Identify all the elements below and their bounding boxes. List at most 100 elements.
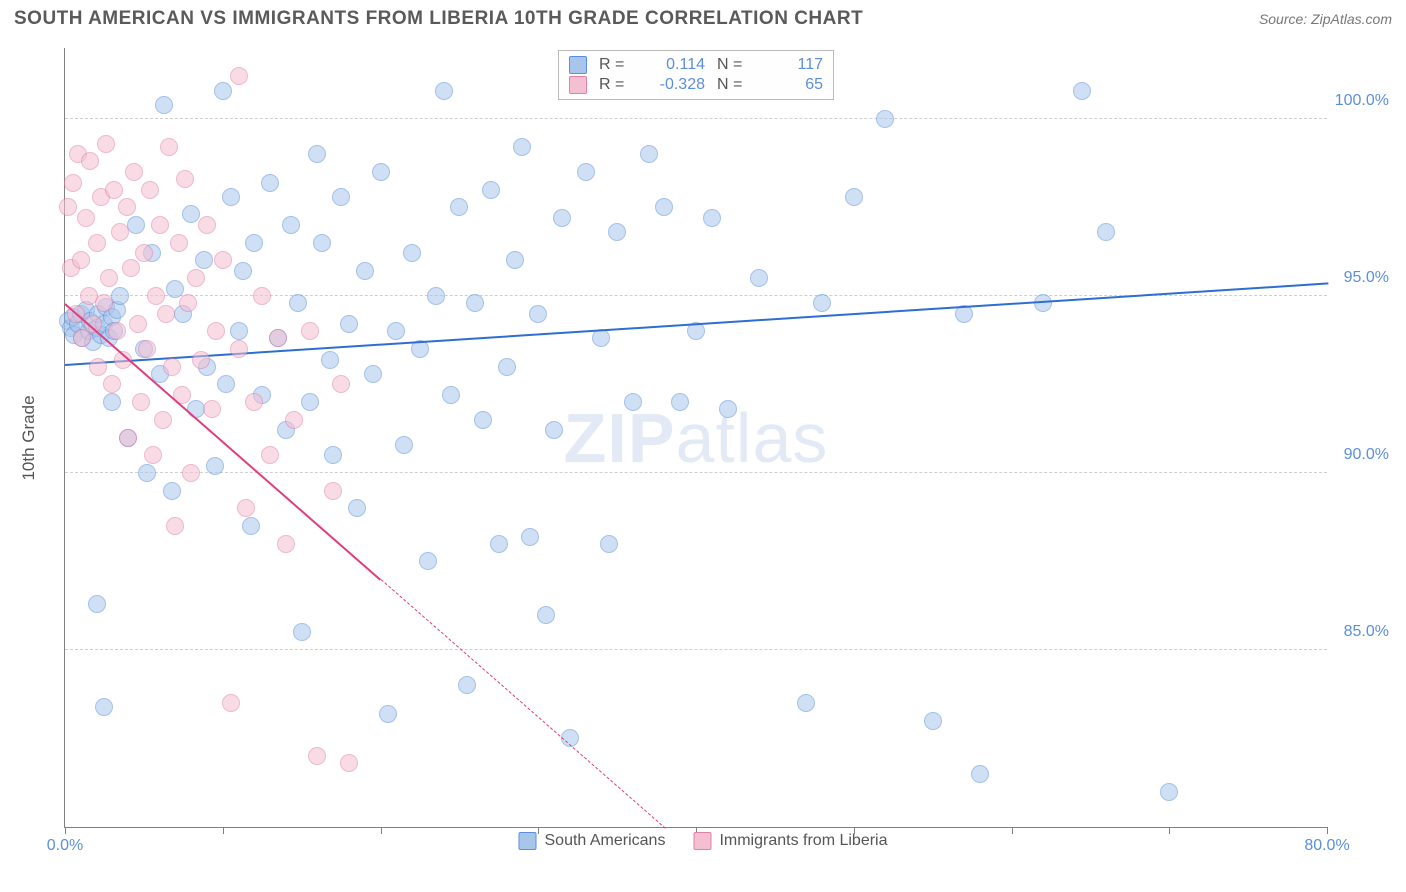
data-point: [506, 251, 524, 269]
data-point: [458, 676, 476, 694]
data-point: [222, 188, 240, 206]
data-point: [182, 205, 200, 223]
legend-n-label: N =: [717, 76, 751, 94]
y-tick-label: 85.0%: [1331, 623, 1389, 641]
data-point: [655, 198, 673, 216]
legend-series-name: South Americans: [545, 832, 666, 850]
gridline: [65, 649, 1327, 650]
data-point: [198, 216, 216, 234]
data-point: [553, 209, 571, 227]
y-tick-label: 95.0%: [1331, 269, 1389, 287]
data-point: [163, 482, 181, 500]
data-point: [214, 82, 232, 100]
data-point: [187, 269, 205, 287]
data-point: [372, 163, 390, 181]
data-point: [1073, 82, 1091, 100]
data-point: [845, 188, 863, 206]
legend-swatch: [569, 76, 587, 94]
watermark: ZIPatlas: [564, 398, 829, 478]
y-axis-label: 10th Grade: [19, 395, 39, 480]
trend-line: [380, 580, 665, 829]
data-point: [95, 294, 113, 312]
data-point: [59, 198, 77, 216]
data-point: [206, 457, 224, 475]
plot-area: 10th Grade ZIPatlas R =0.114N =117R =-0.…: [64, 48, 1327, 828]
data-point: [88, 234, 106, 252]
data-point: [671, 393, 689, 411]
x-tick-label: 0.0%: [47, 837, 83, 855]
legend-series-name: Immigrants from Liberia: [719, 832, 887, 850]
legend-item: South Americans: [519, 832, 666, 850]
watermark-bold: ZIP: [564, 399, 676, 477]
data-point: [521, 528, 539, 546]
data-point: [277, 535, 295, 553]
data-point: [450, 198, 468, 216]
data-point: [797, 694, 815, 712]
legend-r-value: -0.328: [645, 76, 705, 94]
data-point: [105, 181, 123, 199]
data-point: [482, 181, 500, 199]
data-point: [971, 765, 989, 783]
data-point: [170, 234, 188, 252]
data-point: [308, 747, 326, 765]
legend-swatch: [693, 832, 711, 850]
source-label: Source: ZipAtlas.com: [1259, 11, 1392, 27]
data-point: [103, 393, 121, 411]
data-point: [640, 145, 658, 163]
x-tick: [1327, 827, 1328, 834]
data-point: [490, 535, 508, 553]
gridline: [65, 118, 1327, 119]
data-point: [1160, 783, 1178, 801]
data-point: [529, 305, 547, 323]
data-point: [138, 464, 156, 482]
legend-n-label: N =: [717, 56, 751, 74]
data-point: [719, 400, 737, 418]
data-point: [89, 358, 107, 376]
legend-row: R =0.114N =117: [569, 55, 823, 75]
data-point: [77, 209, 95, 227]
data-point: [154, 411, 172, 429]
data-point: [64, 174, 82, 192]
data-point: [207, 322, 225, 340]
data-point: [147, 287, 165, 305]
data-point: [242, 517, 260, 535]
data-point: [608, 223, 626, 241]
data-point: [230, 322, 248, 340]
data-point: [395, 436, 413, 454]
legend-swatch: [569, 56, 587, 74]
data-point: [301, 393, 319, 411]
data-point: [203, 400, 221, 418]
data-point: [435, 82, 453, 100]
data-point: [387, 322, 405, 340]
data-point: [155, 96, 173, 114]
data-point: [332, 375, 350, 393]
data-point: [285, 411, 303, 429]
data-point: [222, 694, 240, 712]
y-tick-label: 90.0%: [1331, 446, 1389, 464]
data-point: [144, 446, 162, 464]
data-point: [545, 421, 563, 439]
data-point: [813, 294, 831, 312]
data-point: [592, 329, 610, 347]
data-point: [217, 375, 235, 393]
data-point: [166, 517, 184, 535]
data-point: [403, 244, 421, 262]
data-point: [466, 294, 484, 312]
data-point: [253, 287, 271, 305]
data-point: [72, 251, 90, 269]
legend-item: Immigrants from Liberia: [693, 832, 887, 850]
chart-container: 10th Grade ZIPatlas R =0.114N =117R =-0.…: [14, 40, 1392, 856]
data-point: [577, 163, 595, 181]
data-point: [122, 259, 140, 277]
data-point: [750, 269, 768, 287]
correlation-legend: R =0.114N =117R =-0.328N =65: [558, 50, 834, 100]
data-point: [81, 152, 99, 170]
legend-n-value: 117: [763, 56, 823, 74]
data-point: [261, 174, 279, 192]
data-point: [340, 315, 358, 333]
data-point: [179, 294, 197, 312]
data-point: [332, 188, 350, 206]
data-point: [151, 216, 169, 234]
data-point: [379, 705, 397, 723]
data-point: [324, 446, 342, 464]
